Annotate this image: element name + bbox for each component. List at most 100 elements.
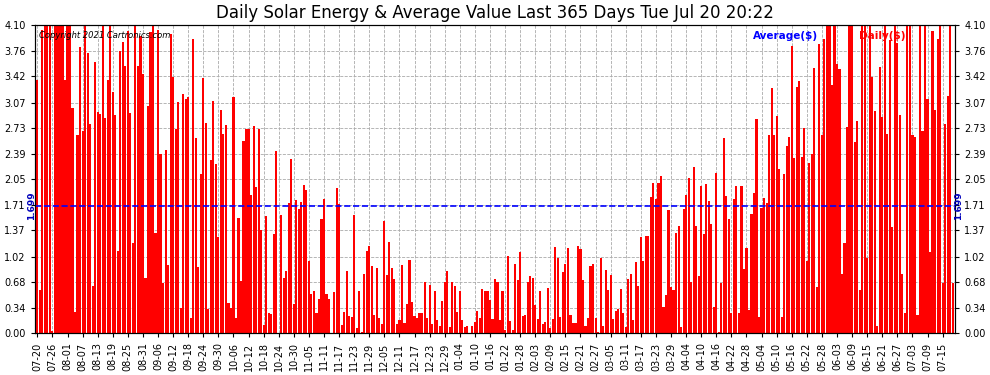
Bar (592, 264, 594, 333)
Bar (793, 158, 795, 333)
Bar (358, 291, 360, 333)
Bar (97, 112, 99, 333)
Bar (537, 319, 539, 333)
Bar (773, 135, 775, 333)
Bar (157, 30, 159, 333)
Bar (107, 80, 109, 333)
Bar (267, 313, 269, 333)
Bar (843, 243, 845, 333)
Bar (109, 25, 111, 333)
Bar (439, 326, 441, 333)
Bar (336, 188, 338, 333)
Bar (909, 25, 911, 333)
Bar (946, 96, 948, 333)
Bar (745, 248, 747, 333)
Bar (275, 151, 277, 333)
Bar (187, 97, 189, 333)
Bar (713, 307, 715, 333)
Bar (941, 283, 943, 333)
Bar (904, 313, 906, 333)
Bar (421, 314, 423, 333)
Bar (416, 318, 418, 333)
Bar (753, 193, 755, 333)
Bar (56, 25, 58, 333)
Bar (489, 300, 491, 333)
Bar (798, 81, 800, 333)
Bar (731, 314, 733, 333)
Bar (504, 330, 506, 333)
Bar (86, 53, 89, 333)
Bar (891, 227, 893, 333)
Bar (338, 204, 341, 333)
Bar (411, 302, 413, 333)
Bar (929, 252, 932, 333)
Bar (215, 164, 217, 333)
Bar (806, 261, 808, 333)
Bar (272, 234, 275, 333)
Bar (831, 85, 833, 333)
Bar (255, 187, 257, 333)
Bar (295, 200, 297, 333)
Bar (137, 66, 139, 333)
Bar (260, 230, 262, 333)
Bar (884, 25, 886, 333)
Bar (742, 269, 745, 333)
Bar (169, 34, 171, 333)
Bar (114, 115, 117, 333)
Bar (944, 124, 946, 333)
Bar (758, 316, 760, 333)
Bar (654, 199, 657, 333)
Bar (383, 221, 385, 333)
Bar (549, 328, 551, 333)
Bar (819, 44, 821, 333)
Bar (151, 25, 154, 333)
Bar (579, 249, 581, 333)
Bar (252, 126, 254, 333)
Bar (81, 130, 84, 333)
Bar (556, 258, 559, 333)
Bar (577, 246, 579, 333)
Bar (775, 116, 778, 333)
Text: 1.699: 1.699 (27, 191, 36, 220)
Bar (879, 68, 881, 333)
Bar (298, 209, 300, 333)
Bar (811, 154, 813, 333)
Bar (53, 25, 56, 333)
Bar (851, 25, 853, 333)
Bar (881, 117, 883, 333)
Bar (582, 280, 584, 333)
Bar (559, 317, 561, 333)
Bar (698, 276, 700, 333)
Bar (863, 25, 865, 333)
Bar (220, 110, 222, 333)
Bar (471, 326, 473, 333)
Bar (512, 330, 514, 333)
Bar (79, 46, 81, 333)
Bar (524, 315, 527, 333)
Bar (587, 318, 589, 333)
Bar (300, 202, 302, 333)
Bar (600, 258, 602, 333)
Bar (446, 271, 448, 333)
Bar (174, 129, 176, 333)
Bar (398, 320, 401, 333)
Bar (569, 315, 571, 333)
Bar (912, 135, 914, 333)
Bar (378, 318, 380, 333)
Bar (321, 219, 323, 333)
Bar (210, 160, 212, 333)
Bar (866, 258, 868, 333)
Bar (625, 327, 627, 333)
Bar (612, 320, 614, 333)
Bar (391, 268, 393, 333)
Bar (677, 226, 680, 333)
Bar (434, 291, 436, 333)
Bar (147, 106, 149, 333)
Bar (164, 150, 166, 333)
Bar (159, 154, 161, 333)
Bar (876, 326, 878, 333)
Bar (195, 138, 197, 333)
Bar (479, 318, 481, 333)
Bar (755, 119, 757, 333)
Bar (886, 134, 888, 333)
